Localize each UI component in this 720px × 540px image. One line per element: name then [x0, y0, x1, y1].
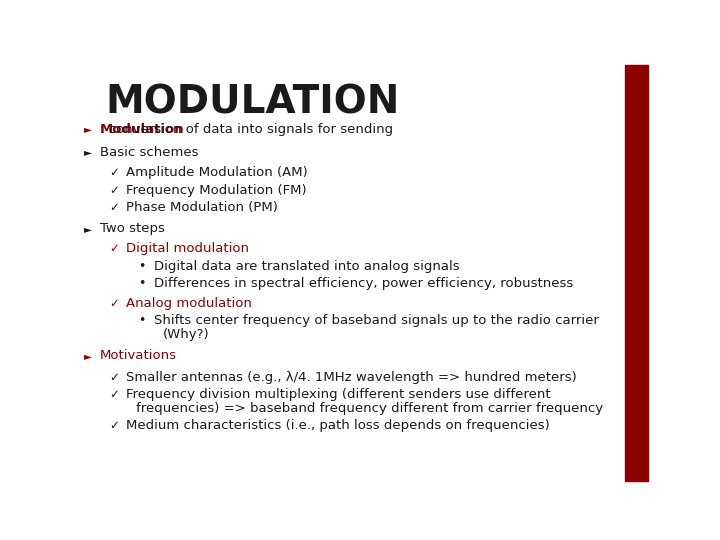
Text: ✓: ✓ [109, 371, 119, 384]
Text: •: • [138, 277, 145, 290]
Text: Analog modulation: Analog modulation [126, 297, 252, 310]
Text: ►: ► [84, 124, 91, 134]
Text: ✓: ✓ [109, 419, 119, 432]
Text: ✓: ✓ [109, 242, 119, 255]
Text: Smaller antennas (e.g., λ/4. 1MHz wavelength => hundred meters): Smaller antennas (e.g., λ/4. 1MHz wavele… [126, 371, 577, 384]
Text: MODULATION: MODULATION [106, 84, 400, 122]
Text: Digital modulation: Digital modulation [126, 242, 249, 255]
Text: ►: ► [84, 147, 91, 157]
Text: : conversion of data into signals for sending: : conversion of data into signals for se… [100, 123, 393, 136]
Text: ✓: ✓ [109, 166, 119, 179]
Text: •: • [138, 260, 145, 273]
Text: ✓: ✓ [109, 297, 119, 310]
Text: ✓: ✓ [109, 201, 119, 214]
Bar [624, 65, 648, 481]
Text: Digital data are translated into analog signals: Digital data are translated into analog … [154, 260, 460, 273]
Text: Frequency division multiplexing (different senders use different: Frequency division multiplexing (differe… [126, 388, 551, 401]
Text: Medium characteristics (i.e., path loss depends on frequencies): Medium characteristics (i.e., path loss … [126, 419, 550, 432]
Text: frequencies) => baseband frequency different from carrier frequency: frequencies) => baseband frequency diffe… [136, 402, 603, 415]
Text: Two steps: Two steps [100, 222, 165, 235]
Text: ►: ► [84, 351, 91, 361]
Text: (Why?): (Why?) [163, 328, 210, 341]
Text: Shifts center frequency of baseband signals up to the radio carrier: Shifts center frequency of baseband sign… [154, 314, 599, 327]
Text: Modulation: Modulation [100, 123, 184, 136]
Text: Differences in spectral efficiency, power efficiency, robustness: Differences in spectral efficiency, powe… [154, 277, 573, 290]
Text: ►: ► [84, 224, 91, 234]
Text: ✓: ✓ [109, 388, 119, 401]
Text: Basic schemes: Basic schemes [100, 146, 199, 159]
Text: Motivations: Motivations [100, 349, 177, 362]
Text: •: • [138, 314, 145, 327]
Text: ✓: ✓ [109, 184, 119, 197]
Text: 36: 36 [630, 456, 643, 474]
Text: Frequency Modulation (FM): Frequency Modulation (FM) [126, 184, 307, 197]
Text: Amplitude Modulation (AM): Amplitude Modulation (AM) [126, 166, 308, 179]
Text: Phase Modulation (PM): Phase Modulation (PM) [126, 201, 278, 214]
